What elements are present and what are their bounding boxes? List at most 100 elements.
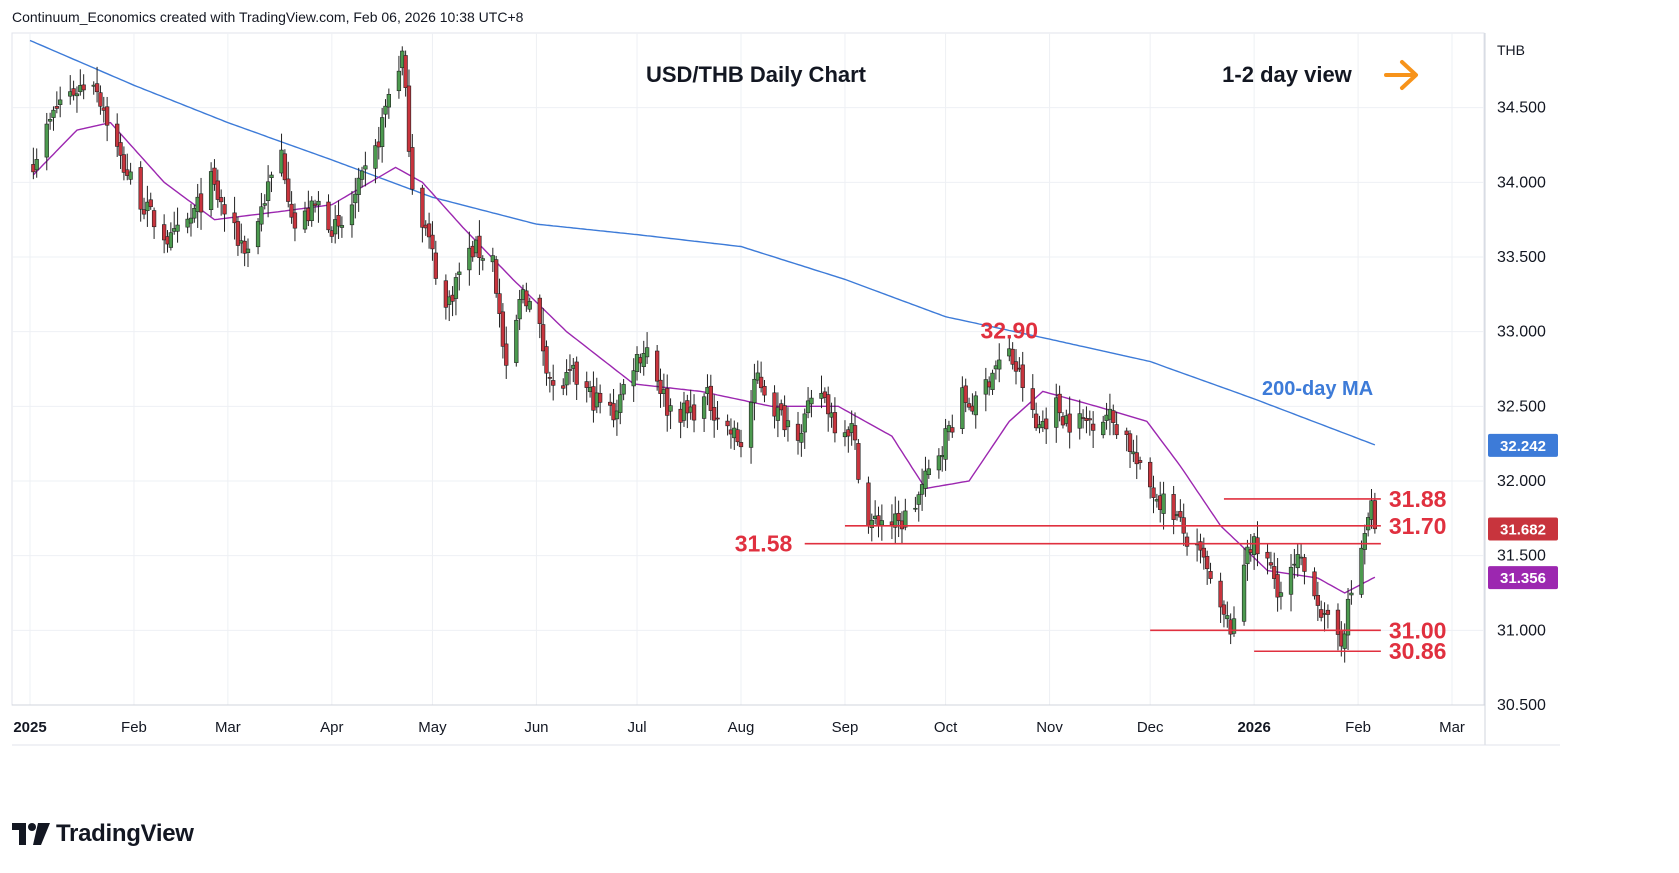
candle-body xyxy=(292,212,298,229)
candle-body xyxy=(235,221,241,246)
candle xyxy=(1362,524,1367,565)
candle xyxy=(383,99,388,128)
candle xyxy=(78,69,83,96)
candle xyxy=(359,166,365,188)
candle-body xyxy=(712,407,717,421)
candle-body xyxy=(1201,547,1206,558)
candle xyxy=(785,407,791,442)
candle xyxy=(748,390,754,464)
candle xyxy=(701,393,707,432)
candle-body xyxy=(1342,633,1347,649)
candle-body xyxy=(71,88,76,96)
candle-body xyxy=(809,397,814,405)
candle xyxy=(349,191,355,238)
candle xyxy=(336,200,341,239)
candle xyxy=(269,171,274,193)
candle-body xyxy=(1067,413,1072,433)
candle xyxy=(443,274,449,320)
candle-body xyxy=(1205,556,1210,570)
candle-body xyxy=(537,297,542,324)
candle xyxy=(916,491,921,522)
candle xyxy=(668,398,673,430)
candle xyxy=(614,399,620,436)
candle xyxy=(514,314,519,367)
candle xyxy=(212,159,217,191)
candle xyxy=(655,344,660,391)
candle xyxy=(641,340,646,376)
candle xyxy=(1278,581,1284,610)
candle-body xyxy=(336,215,341,227)
candle-body xyxy=(752,378,757,403)
candle xyxy=(326,194,331,233)
candle xyxy=(597,384,603,414)
candle xyxy=(1265,544,1270,575)
candle-body xyxy=(353,193,358,204)
candle-body xyxy=(467,247,472,271)
candle xyxy=(58,86,63,118)
candle-body xyxy=(359,170,365,180)
candle xyxy=(856,439,861,484)
candle-body xyxy=(490,255,495,263)
y-tick-label: 32.000 xyxy=(1497,473,1546,490)
candle xyxy=(1013,349,1019,385)
candle-body xyxy=(74,93,80,97)
candle xyxy=(869,513,874,542)
candle xyxy=(631,358,636,402)
candle-body xyxy=(1127,433,1133,452)
candle-body xyxy=(430,234,435,250)
candle-body xyxy=(950,427,955,433)
candle xyxy=(517,289,522,331)
candle-body xyxy=(175,224,180,232)
candle-body xyxy=(151,210,157,228)
candle-body xyxy=(208,171,214,210)
price-badge xyxy=(1488,517,1558,541)
candle-body xyxy=(410,147,415,190)
candle-body xyxy=(282,153,288,181)
candle-body xyxy=(81,84,86,91)
candle-body xyxy=(380,117,385,147)
x-tick-label: Jun xyxy=(524,719,548,736)
candle xyxy=(1033,402,1039,431)
candle xyxy=(262,194,267,210)
y-tick-label: 34.500 xyxy=(1497,100,1546,117)
candle xyxy=(658,368,663,408)
candle-body xyxy=(1151,487,1156,498)
candle-body xyxy=(785,420,791,428)
candle xyxy=(926,459,931,479)
candle-body xyxy=(356,177,361,195)
candle-body xyxy=(782,405,787,431)
candle xyxy=(1312,567,1317,600)
candle xyxy=(34,148,39,178)
candle xyxy=(339,216,345,238)
peak-label: 32.90 xyxy=(981,318,1039,344)
candle-body xyxy=(51,109,56,118)
candle-body xyxy=(118,142,123,156)
candle xyxy=(403,50,408,97)
candle-body xyxy=(641,352,646,367)
candle-body xyxy=(104,106,110,126)
candle-body xyxy=(1161,493,1166,514)
candle xyxy=(1268,551,1274,569)
tradingview-logo[interactable]: TradingView xyxy=(12,820,194,848)
candle xyxy=(715,401,720,430)
candle xyxy=(222,196,227,232)
candle-body xyxy=(289,203,294,218)
candle-body xyxy=(1101,421,1106,436)
candle xyxy=(490,247,495,272)
candle-body xyxy=(561,385,566,389)
candle-body xyxy=(1218,580,1223,608)
x-tick-label: Mar xyxy=(1439,719,1465,736)
candle-body xyxy=(564,372,569,386)
candle-body xyxy=(58,99,63,105)
candle-body xyxy=(245,248,251,254)
candle xyxy=(735,422,740,446)
candle xyxy=(81,74,86,100)
candle-body xyxy=(500,311,506,347)
x-tick-label: Feb xyxy=(1345,719,1371,736)
candle xyxy=(215,169,220,208)
candle-body xyxy=(527,301,532,310)
candle-body xyxy=(1241,564,1247,622)
candle xyxy=(1345,588,1351,651)
candle-body xyxy=(762,385,767,396)
